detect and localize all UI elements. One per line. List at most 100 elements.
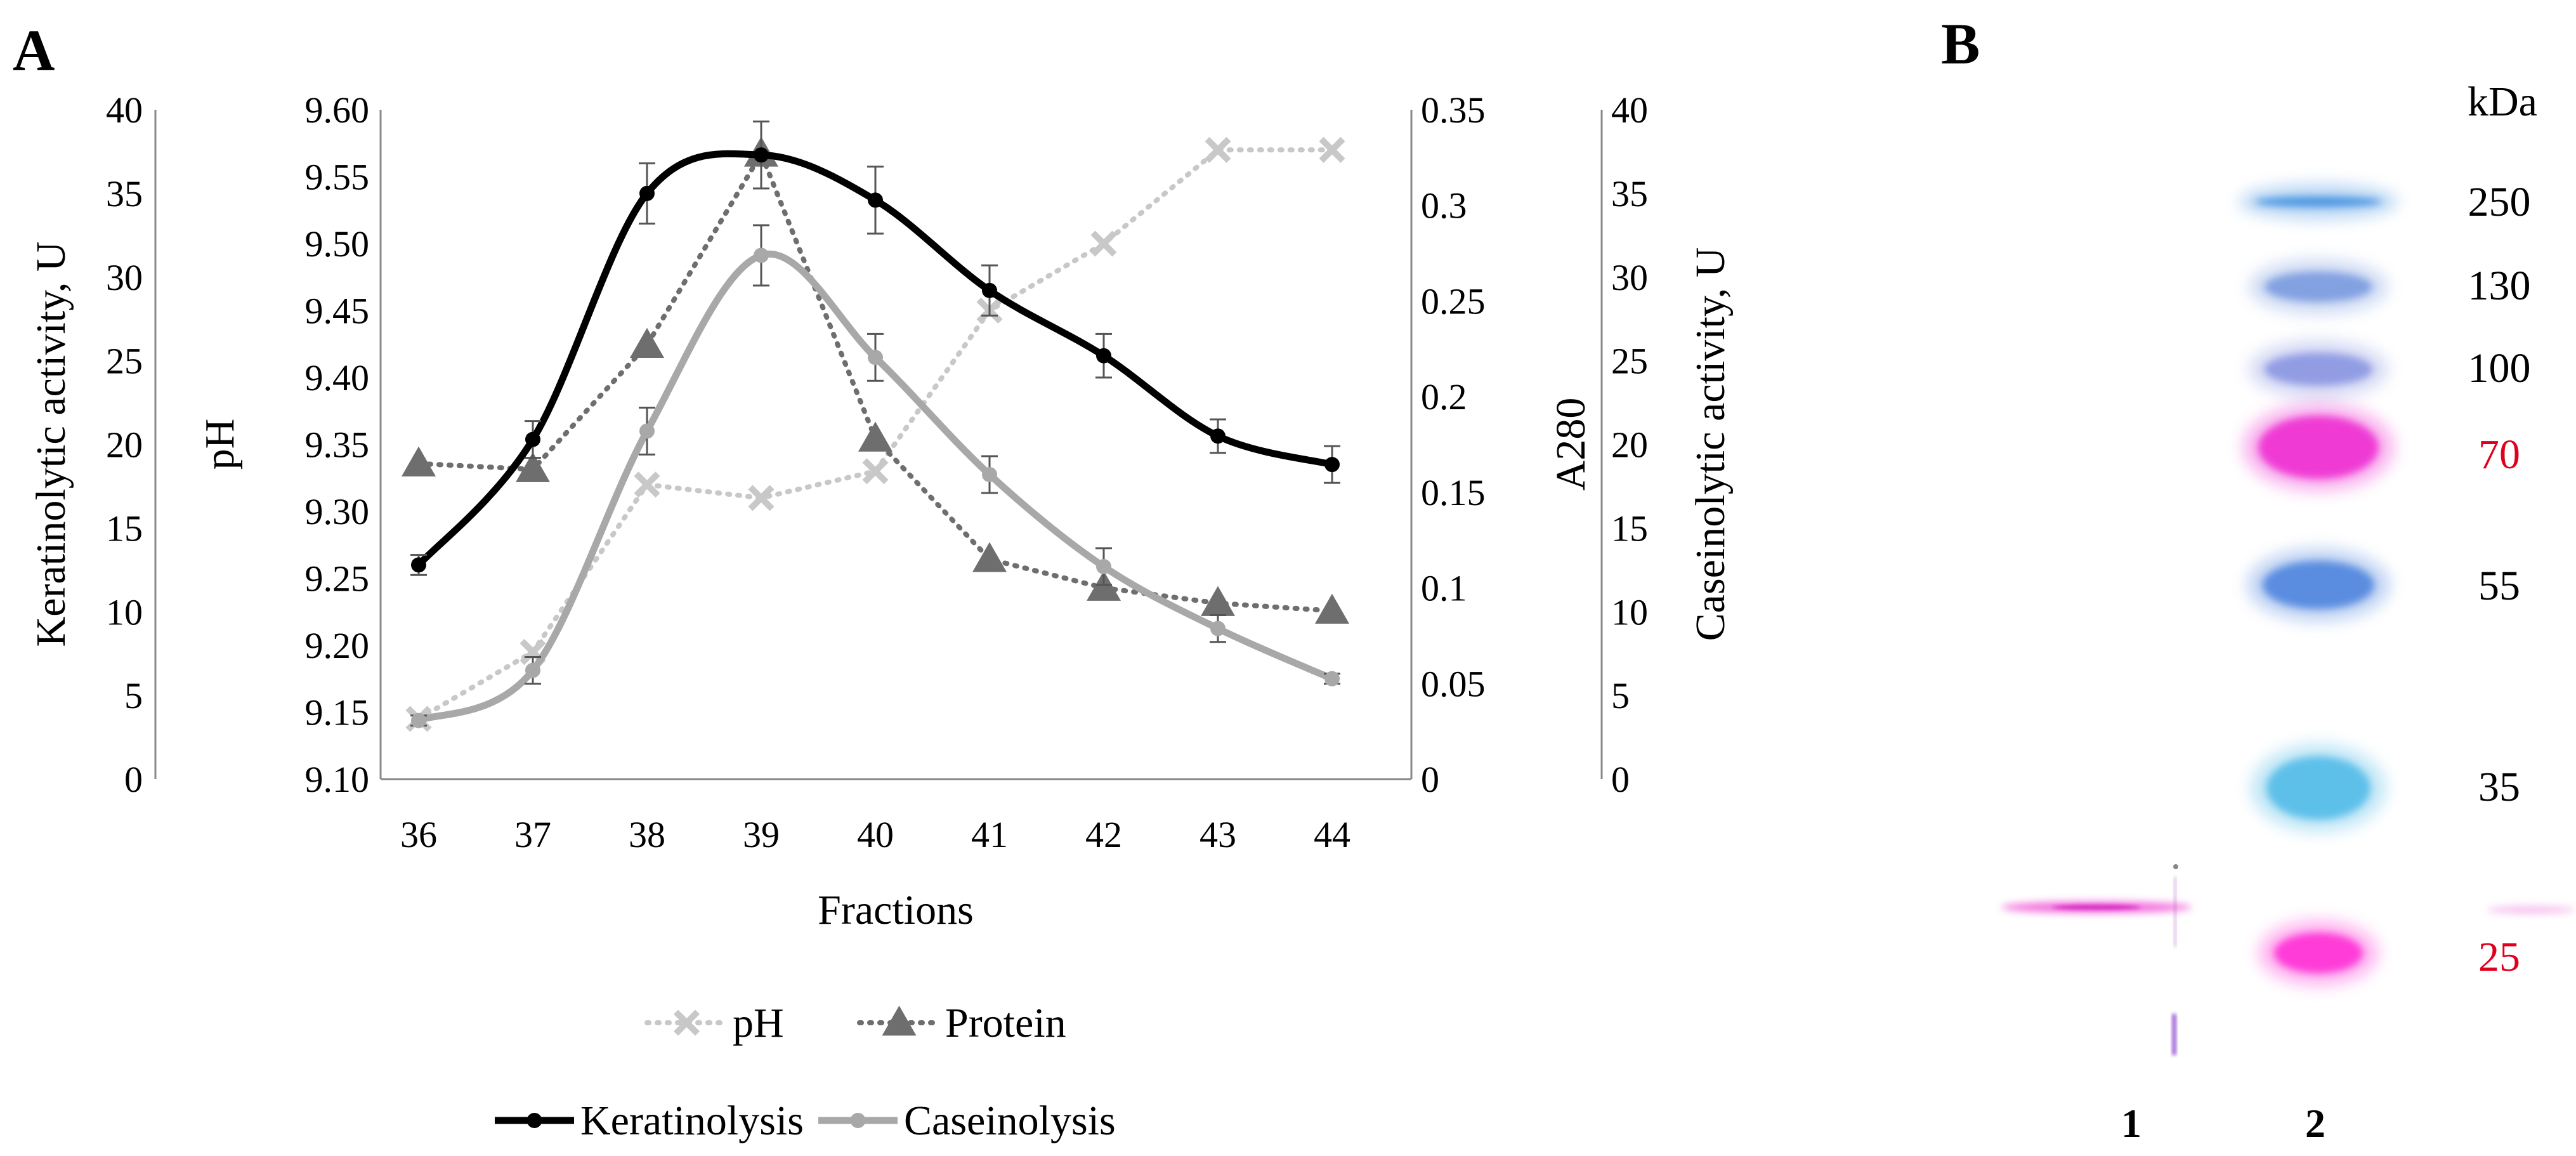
- ph-point: [1205, 136, 1231, 163]
- x-axis-title: Fractions: [818, 887, 974, 933]
- ph-point: [1319, 136, 1345, 163]
- marker-label-250: 250: [2468, 179, 2531, 225]
- legend-protein-point: [882, 1006, 917, 1036]
- protein-point: [630, 327, 664, 358]
- legend-label-keratinolysis: Keratinolysis: [580, 1098, 804, 1144]
- ph-point: [748, 485, 775, 511]
- a280-axis-title: A280: [1548, 398, 1594, 491]
- caseinolysis-point: [754, 247, 769, 263]
- ladder-band-70: [2242, 403, 2395, 492]
- ladder-band-250: [2239, 184, 2398, 220]
- marker-label-25: 25: [2478, 934, 2520, 980]
- a280-tick-label: 0.35: [1421, 89, 1486, 131]
- caseinolytic-tick-label: 10: [1611, 591, 1648, 633]
- gel-bands: [2239, 184, 2398, 986]
- gel-panel-b: kDa 250 130 100 70 55 35 25 1 2: [2001, 79, 2575, 1146]
- a280-tick-label: 0.25: [1421, 280, 1486, 322]
- keratinolysis-point: [1096, 348, 1111, 364]
- caseinolysis-line: [417, 250, 1334, 724]
- a280-tick-label: 0.05: [1421, 663, 1486, 704]
- caseinolysis-point: [1210, 621, 1226, 636]
- caseinolysis-point: [411, 713, 426, 728]
- ph-tick-label: 9.40: [305, 357, 370, 398]
- ph-point: [862, 458, 889, 485]
- keratinolytic-tick-label: 30: [106, 257, 143, 298]
- x-tick-label: 41: [971, 814, 1008, 855]
- keratinolysis-point: [1210, 428, 1226, 444]
- legend-item-ph: pH: [644, 1000, 784, 1046]
- caseinolytic-tick-label: 20: [1611, 424, 1648, 466]
- ph-tick-label: 9.35: [305, 424, 370, 466]
- marker-label-35: 35: [2478, 764, 2520, 810]
- caseinolytic-axis-ticks: 0 5 10 15 20 25 30 35 40: [1611, 89, 1648, 800]
- protein-point: [402, 446, 436, 476]
- x-tick-label: 42: [1085, 814, 1122, 855]
- x-axis-ticks: 36 37 38 39 40 41 42 43 44: [400, 814, 1350, 855]
- kda-label: kDa: [2468, 79, 2537, 125]
- caseinolytic-tick-label: 25: [1611, 341, 1648, 382]
- ph-tick-label: 9.20: [305, 625, 370, 666]
- keratinolytic-tick-label: 15: [106, 508, 143, 549]
- legend-label-caseinolysis: Caseinolysis: [904, 1098, 1116, 1144]
- ph-tick-label: 9.55: [305, 157, 370, 198]
- x-tick-label: 36: [400, 814, 437, 855]
- keratinolysis-point: [982, 282, 997, 298]
- panel-b-label: B: [1941, 11, 1980, 76]
- series-keratinolysis: [410, 120, 1340, 576]
- legend-keratinolysis-point: [526, 1113, 542, 1128]
- keratinolytic-tick-label: 25: [106, 341, 143, 382]
- lane-label-2: 2: [2305, 1101, 2325, 1146]
- caseinolytic-tick-label: 30: [1611, 257, 1648, 298]
- ph-point: [1090, 230, 1117, 257]
- series-ph: [405, 136, 1345, 732]
- legend: pH Protein Keratinolysis Caseinolysis: [495, 1000, 1116, 1144]
- x-tick-label: 38: [629, 814, 665, 855]
- caseinolysis-point: [868, 350, 883, 365]
- ph-tick-label: 9.15: [305, 692, 370, 733]
- protein-point: [858, 421, 892, 452]
- caseinolysis-point: [982, 466, 997, 482]
- caseinolytic-axis-title: Caseinolytic activity, U: [1687, 247, 1734, 641]
- caseinolytic-tick-label: 15: [1611, 508, 1648, 549]
- caseinolytic-tick-label: 5: [1611, 675, 1630, 716]
- legend-label-ph: pH: [733, 1000, 784, 1046]
- chart-panel-a: 0 5 10 15 20 25 30 35 40 9.10 9.15 9.20 9.25 9.30 9.3…: [28, 89, 1734, 1144]
- keratinolytic-axis-ticks: 0 5 10 15 20 25 30 35 40: [106, 89, 143, 800]
- keratinolytic-tick-label: 20: [106, 424, 143, 466]
- legend-item-caseinolysis: Caseinolysis: [818, 1098, 1116, 1144]
- x-tick-label: 44: [1314, 814, 1350, 855]
- caseinolysis-point: [1324, 671, 1340, 686]
- legend-label-protein: Protein: [945, 1000, 1066, 1046]
- caseinolysis-point: [1096, 559, 1111, 575]
- keratinolysis-point: [754, 147, 769, 163]
- ph-tick-label: 9.45: [305, 291, 370, 332]
- caseinolytic-tick-label: 0: [1611, 759, 1630, 800]
- protein-point: [1201, 586, 1235, 616]
- keratinolytic-axis-title: Keratinolytic activity, U: [28, 241, 74, 647]
- ph-tick-label: 9.50: [305, 223, 370, 265]
- ladder-band-35: [2251, 744, 2386, 832]
- ph-tick-label: 9.25: [305, 558, 370, 600]
- lane-1-artifacts: [2001, 864, 2575, 1055]
- ph-tick-label: 9.10: [305, 759, 370, 800]
- keratinolytic-tick-label: 10: [106, 591, 143, 633]
- legend-item-keratinolysis: Keratinolysis: [495, 1098, 804, 1144]
- legend-item-protein: Protein: [857, 1000, 1066, 1046]
- marker-label-100: 100: [2468, 345, 2531, 391]
- ladder-band-25: [2258, 920, 2379, 986]
- a280-tick-label: 0.2: [1421, 376, 1467, 417]
- protein-point: [1315, 593, 1349, 624]
- legend-caseinolysis-point: [850, 1113, 866, 1128]
- a280-tick-label: 0.15: [1421, 472, 1486, 513]
- keratinolytic-tick-label: 0: [124, 759, 143, 800]
- gel-marker-labels: 250 130 100 70 55 35 25: [2468, 179, 2531, 980]
- x-tick-label: 37: [514, 814, 551, 855]
- keratinolysis-point: [1324, 457, 1340, 473]
- marker-label-70: 70: [2478, 431, 2520, 478]
- ladder-band-55: [2247, 548, 2390, 622]
- keratinolytic-tick-label: 5: [124, 675, 143, 716]
- caseinolytic-tick-label: 35: [1611, 173, 1648, 214]
- a280-tick-label: 0: [1421, 759, 1439, 800]
- marker-label-55: 55: [2478, 563, 2520, 609]
